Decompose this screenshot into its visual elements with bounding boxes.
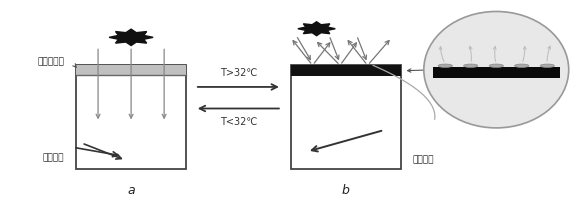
Ellipse shape bbox=[464, 64, 478, 67]
Polygon shape bbox=[109, 29, 153, 46]
Text: 水凝胶透明: 水凝胶透明 bbox=[38, 57, 64, 66]
Ellipse shape bbox=[489, 64, 503, 67]
Bar bbox=[76, 65, 186, 169]
Text: a: a bbox=[127, 184, 135, 197]
Text: 温度较高: 温度较高 bbox=[412, 156, 434, 165]
Text: 不透明: 不透明 bbox=[470, 62, 486, 71]
Circle shape bbox=[306, 25, 327, 33]
Text: b: b bbox=[342, 184, 350, 197]
Ellipse shape bbox=[438, 64, 453, 67]
Ellipse shape bbox=[515, 64, 529, 67]
Ellipse shape bbox=[540, 64, 554, 67]
Ellipse shape bbox=[424, 12, 569, 128]
Text: 温度较低: 温度较低 bbox=[43, 154, 64, 163]
Text: T<32℃: T<32℃ bbox=[220, 117, 257, 127]
Bar bbox=[290, 65, 401, 76]
Polygon shape bbox=[298, 22, 335, 36]
Bar bbox=[76, 65, 186, 75]
Text: T>32℃: T>32℃ bbox=[220, 68, 257, 78]
Bar bbox=[290, 65, 401, 169]
Bar bbox=[432, 67, 560, 78]
Circle shape bbox=[119, 33, 144, 42]
